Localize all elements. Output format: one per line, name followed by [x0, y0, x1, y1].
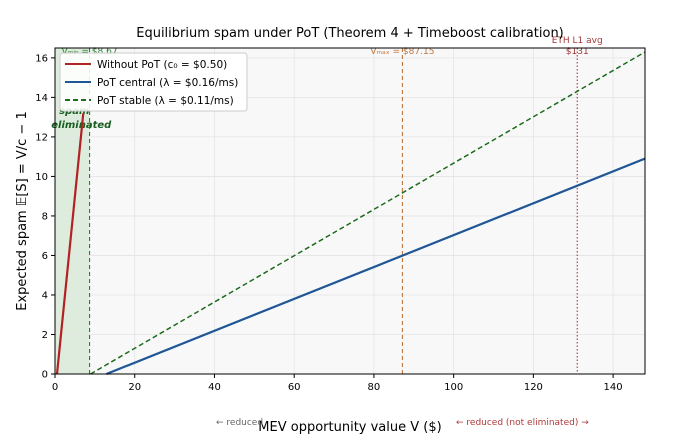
tick-layer: 0 20 40 60 80 100 120 140 0 2 4 6 8 10 12 14 16	[35, 53, 622, 393]
x-axis-title: MEV opportunity value V ($)	[258, 420, 441, 435]
y-tick-label: 12	[35, 132, 48, 143]
legend-label-1: PoT central (λ = $0.16/ms)	[97, 77, 238, 89]
y-tick-label: 14	[35, 93, 48, 104]
x-tick-label: 120	[524, 382, 543, 393]
vline-label-1: Vₘₐₓ = $87.15	[370, 47, 434, 57]
x-tick-label: 0	[52, 382, 58, 393]
vline-label-2-line2: $131	[566, 47, 589, 57]
y-tick-label: 16	[35, 53, 48, 64]
y-tick-label: 8	[42, 211, 48, 222]
x-tick-label: 80	[368, 382, 381, 393]
vline-layer: Vₘᵢₙ = $8.67 Vₘₐₓ = $87.15 ETH L1 avg$131	[62, 36, 603, 374]
x-tick-label: 100	[444, 382, 463, 393]
series-line-1	[105, 157, 646, 376]
y-tick-label: 10	[35, 172, 48, 183]
x-tick-label: 60	[288, 382, 301, 393]
series-layer	[55, 51, 646, 376]
x-tick-label: 20	[128, 382, 141, 393]
x-tick-label: 140	[604, 382, 623, 393]
y-tick-label: 4	[42, 290, 48, 301]
footer-note-reduced-not-eliminated: ← reduced (not eliminated) →	[456, 418, 589, 428]
legend-label-0: Without PoT (c₀ = $0.50)	[97, 59, 227, 71]
chart-title: Equilibrium spam under PoT (Theorem 4 + …	[136, 26, 564, 41]
footer-note-reduced: ← reduced	[216, 418, 263, 428]
x-tick-label: 40	[208, 382, 221, 393]
series-line-0	[55, 113, 85, 375]
y-axis-title: Expected spam 𝔼[S] = V/c − 1	[15, 111, 30, 310]
region-label-line1: spam	[59, 106, 89, 117]
plot-frame	[54, 47, 646, 375]
y-tick-label: 2	[42, 330, 48, 341]
vline-label-0: Vₘᵢₙ = $8.67	[62, 47, 118, 57]
y-tick-label: 0	[42, 370, 48, 381]
legend: Without PoT (c₀ = $0.50) PoT central (λ =…	[59, 52, 248, 112]
series-line-2	[90, 51, 646, 375]
legend-label-2: PoT stable (λ = $0.11/ms)	[97, 95, 234, 107]
vline-label-2-line1: ETH L1 avg	[552, 36, 603, 46]
grid-layer	[54, 48, 645, 375]
legend-box	[59, 52, 248, 112]
y-tick-label: 6	[42, 251, 48, 262]
